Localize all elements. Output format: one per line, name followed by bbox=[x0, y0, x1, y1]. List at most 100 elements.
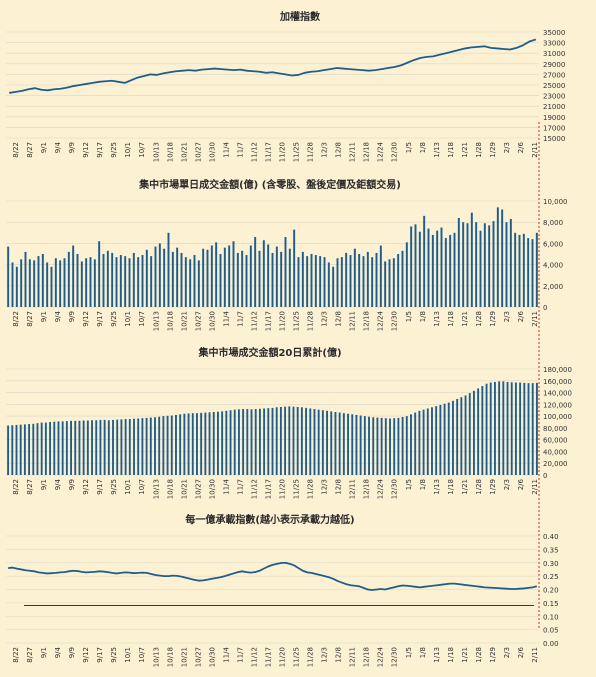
x-tick-label: 1/5 bbox=[405, 142, 413, 153]
x-tick-label: 8/27 bbox=[26, 479, 34, 495]
bar bbox=[384, 261, 387, 307]
bar bbox=[76, 254, 79, 307]
bar bbox=[342, 413, 345, 475]
bar bbox=[489, 382, 492, 475]
bar bbox=[449, 234, 452, 307]
x-tick-label: 12/24 bbox=[377, 646, 385, 667]
bar bbox=[347, 413, 349, 475]
x-tick-label: 1/21 bbox=[461, 479, 469, 495]
bar bbox=[102, 254, 105, 307]
y-tick-label: 120,000 bbox=[543, 401, 572, 409]
bar bbox=[86, 420, 89, 475]
x-tick-label: 11/28 bbox=[307, 479, 315, 499]
x-tick-label: 12/8 bbox=[335, 142, 343, 158]
x-tick-label: 8/27 bbox=[26, 142, 34, 158]
x-tick-label: 11/28 bbox=[307, 647, 315, 667]
bar bbox=[223, 247, 226, 307]
bar bbox=[498, 381, 501, 475]
bar bbox=[158, 416, 161, 475]
x-tick-label: 11/17 bbox=[264, 647, 272, 667]
x-tick-label: 12/3 bbox=[321, 142, 329, 158]
bar bbox=[208, 412, 211, 475]
x-tick-label: 1/21 bbox=[461, 142, 469, 158]
bar bbox=[371, 257, 374, 307]
bar bbox=[527, 383, 530, 475]
bar bbox=[427, 228, 430, 307]
bar bbox=[334, 411, 337, 475]
x-tick-label: 10/7 bbox=[138, 647, 146, 663]
x-tick-label: 12/30 bbox=[391, 479, 399, 499]
bar bbox=[258, 408, 261, 475]
bar bbox=[496, 207, 499, 307]
bar bbox=[15, 266, 18, 307]
bar bbox=[340, 257, 343, 307]
bar bbox=[141, 418, 144, 475]
bar bbox=[137, 418, 140, 475]
y-tick-label: 0 bbox=[543, 304, 547, 312]
x-tick-label: 10/21 bbox=[180, 311, 188, 331]
bar bbox=[321, 410, 324, 475]
bar bbox=[326, 410, 328, 475]
bar bbox=[431, 407, 433, 475]
bar bbox=[236, 252, 239, 307]
bar bbox=[479, 230, 482, 307]
bar bbox=[28, 259, 31, 307]
bar bbox=[271, 252, 274, 307]
bar bbox=[267, 408, 270, 475]
bar bbox=[426, 408, 429, 475]
bar bbox=[154, 417, 156, 475]
bar bbox=[314, 255, 317, 307]
x-tick-label: 11/4 bbox=[222, 478, 230, 494]
x-tick-label: 1/21 bbox=[461, 311, 469, 327]
bar bbox=[397, 417, 400, 475]
bar bbox=[405, 416, 408, 475]
bar bbox=[111, 252, 114, 307]
y-tick-label: 6,000 bbox=[543, 240, 563, 248]
bar bbox=[196, 413, 198, 475]
bar bbox=[162, 416, 165, 475]
x-tick-label: 11/7 bbox=[236, 142, 244, 158]
bar bbox=[444, 238, 447, 307]
y-tick-label: 31000 bbox=[543, 50, 565, 58]
x-tick-label: 9/9 bbox=[68, 647, 76, 658]
bar bbox=[279, 406, 282, 475]
bar bbox=[389, 418, 391, 475]
x-tick-label: 9/25 bbox=[110, 311, 118, 327]
x-tick-label: 9/12 bbox=[82, 311, 90, 327]
bar bbox=[453, 232, 456, 307]
bar bbox=[485, 383, 488, 475]
x-tick-label: 12/3 bbox=[321, 647, 329, 663]
bar bbox=[418, 410, 421, 475]
y-tick-label: 0.25 bbox=[543, 573, 559, 581]
x-tick-label: 1/18 bbox=[447, 479, 455, 495]
bar bbox=[120, 419, 123, 475]
bar bbox=[288, 248, 291, 307]
x-tick-label: 9/12 bbox=[82, 479, 90, 495]
bar bbox=[250, 409, 253, 475]
x-tick-label: 9/25 bbox=[110, 142, 118, 158]
bar bbox=[401, 416, 404, 475]
x-tick-label: 9/17 bbox=[96, 311, 104, 327]
y-tick-label: 17000 bbox=[543, 124, 565, 132]
x-tick-label: 1/29 bbox=[489, 647, 497, 663]
x-tick-label: 12/24 bbox=[377, 478, 385, 499]
bar bbox=[443, 403, 446, 475]
x-tick-label: 10/21 bbox=[180, 647, 188, 667]
bar bbox=[137, 257, 140, 307]
x-tick-label: 10/18 bbox=[166, 311, 174, 331]
bar bbox=[275, 407, 278, 475]
bar bbox=[362, 256, 365, 307]
bar bbox=[464, 395, 467, 475]
x-tick-label: 11/25 bbox=[293, 647, 301, 667]
x-tick-label: 12/11 bbox=[349, 311, 357, 331]
bar bbox=[28, 424, 31, 475]
chart-panel-1: 加權指數 35000 33000 31000 29000 27000 25000 23000… bbox=[6, 10, 565, 162]
x-tick-label: 12/24 bbox=[377, 310, 385, 331]
bar bbox=[215, 242, 218, 307]
x-tick-label: 1/13 bbox=[433, 311, 441, 327]
bar bbox=[405, 242, 408, 307]
bar bbox=[65, 421, 68, 475]
bar bbox=[53, 421, 56, 475]
x-tick-label: 11/25 bbox=[293, 142, 301, 162]
x-tick-label: 12/18 bbox=[363, 479, 371, 499]
